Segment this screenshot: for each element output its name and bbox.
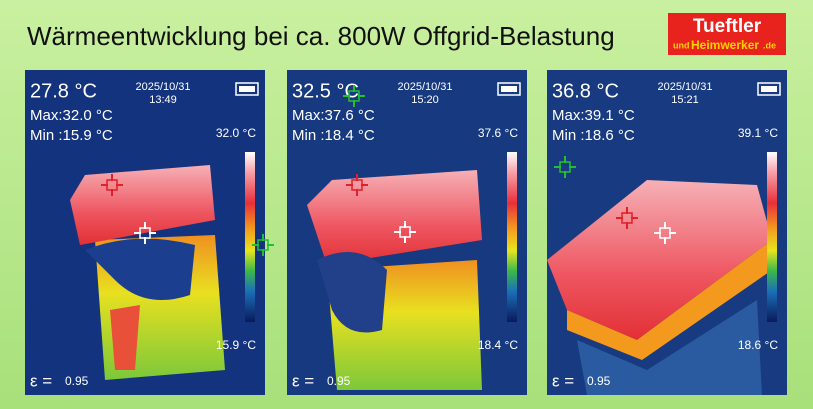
emissivity: 0.95 [65,374,89,388]
thermal-image [547,70,787,395]
logo-tld: .de [763,40,776,50]
battery [757,82,781,96]
crosshair [346,174,368,196]
battery-level [761,86,777,92]
battery-level [501,86,517,92]
scale-bottom: 15.9 °C [216,338,256,352]
min-temperature: Min :18.4 °C [292,127,375,144]
scale-top: 39.1 °C [738,126,778,140]
crosshair-box [399,226,411,238]
scale-top: 32.0 °C [216,126,256,140]
crosshair-box [351,179,363,191]
max-temperature: Max:32.0 °C [30,107,113,124]
crosshair [252,234,274,256]
device [307,170,482,265]
crosshair-box [139,227,151,239]
title: Wärmeentwicklung bei ca. 800W Offgrid-Be… [27,21,615,51]
crosshair [343,85,365,107]
crosshair [616,207,638,229]
hose [85,238,195,300]
thermal-image [287,70,527,395]
crosshair [394,221,416,243]
max-temperature: Max:37.6 °C [292,107,375,124]
battery [497,82,521,96]
time: 15:20 [411,94,439,106]
current-temperature: 36.8 °C [552,80,619,102]
floor [577,300,762,395]
emissivity: 0.95 [327,374,351,388]
device-edge [567,240,772,360]
logo: Tueftler und Heimwerker .de [668,13,786,55]
color-scale [245,152,255,322]
crosshair-box [559,161,571,173]
hose [317,252,387,333]
emissivity: 0.95 [587,374,611,388]
min-temperature: Min :15.9 °C [30,127,113,144]
emissivity-symbol: ε = [292,371,314,390]
crosshair [554,156,576,178]
crosshair-box [621,212,633,224]
device [547,180,772,340]
current-temperature: 27.8 °C [30,80,97,102]
scale-bottom: 18.4 °C [478,338,518,352]
scale-bottom: 18.6 °C [738,338,778,352]
logo-box [668,13,786,55]
crosshair-box [106,179,118,191]
battery-level [239,86,255,92]
current-temperature: 32.5 °C [292,80,359,102]
date: 2025/10/31 [657,81,712,93]
date: 2025/10/31 [135,81,190,93]
date: 2025/10/31 [397,81,452,93]
crosshair [654,222,676,244]
hot-spot [110,305,140,370]
logo-top: Tueftler [693,16,762,37]
time: 13:49 [149,94,177,106]
crosshair-box [348,90,360,102]
emissivity-symbol: ε = [30,371,52,390]
logo-und: und [673,40,690,50]
min-temperature: Min :18.6 °C [552,127,635,144]
color-scale [507,152,517,322]
emissivity-symbol: ε = [552,371,574,390]
battery [235,82,259,96]
crosshair-box [659,227,671,239]
crosshair [101,174,123,196]
scale-top: 37.6 °C [478,126,518,140]
time: 15:21 [671,94,699,106]
max-temperature: Max:39.1 °C [552,107,635,124]
color-scale [767,152,777,322]
crosshair [134,222,156,244]
logo-name: Heimwerker [691,38,759,52]
crosshair-box [257,239,269,251]
